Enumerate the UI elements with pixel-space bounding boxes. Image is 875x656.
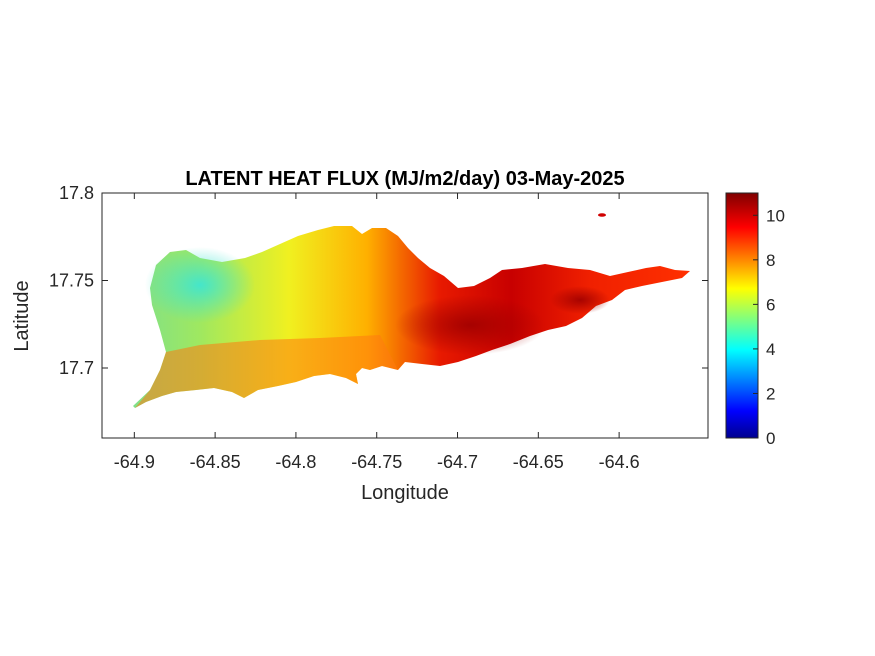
y-axis-label: Latitude: [11, 280, 33, 351]
chart-title: LATENT HEAT FLUX (MJ/m2/day) 03-May-2025: [185, 168, 624, 190]
colorbar-tick-label: 4: [766, 340, 775, 359]
y-axis: 17.7 17.75 17.8: [49, 183, 708, 378]
island-heatmap: [133, 226, 690, 408]
cyan-patch: [145, 247, 255, 323]
colorbar-tick-label: 2: [766, 384, 775, 403]
x-tick-label: -64.65: [513, 452, 564, 472]
colorbar-tick-label: 8: [766, 251, 775, 270]
colorbar: [725, 192, 759, 439]
offshore-cay: [598, 213, 606, 217]
x-tick-label: -64.85: [190, 452, 241, 472]
dark-red-patch-2: [550, 286, 610, 314]
x-tick-label: -64.75: [351, 452, 402, 472]
island-south-shading: [135, 335, 398, 408]
colorbar-tick-label: 0: [766, 429, 775, 448]
y-tick-label: 17.75: [49, 271, 94, 291]
x-axis: -64.9 -64.85 -64.8 -64.75 -64.7 -64.65 -64.6: [114, 193, 640, 472]
x-tick-label: -64.6: [599, 452, 640, 472]
dark-red-patch: [395, 295, 545, 355]
colorbar-ticks: 0 2 4 6 8 10: [753, 206, 785, 448]
colorbar-tick-label: 6: [766, 295, 775, 314]
y-tick-label: 17.7: [59, 358, 94, 378]
x-tick-label: -64.9: [114, 452, 155, 472]
x-tick-label: -64.8: [275, 452, 316, 472]
y-tick-label: 17.8: [59, 183, 94, 203]
x-tick-label: -64.7: [437, 452, 478, 472]
colorbar-tick-label: 10: [766, 206, 785, 225]
x-axis-label: Longitude: [361, 482, 449, 504]
